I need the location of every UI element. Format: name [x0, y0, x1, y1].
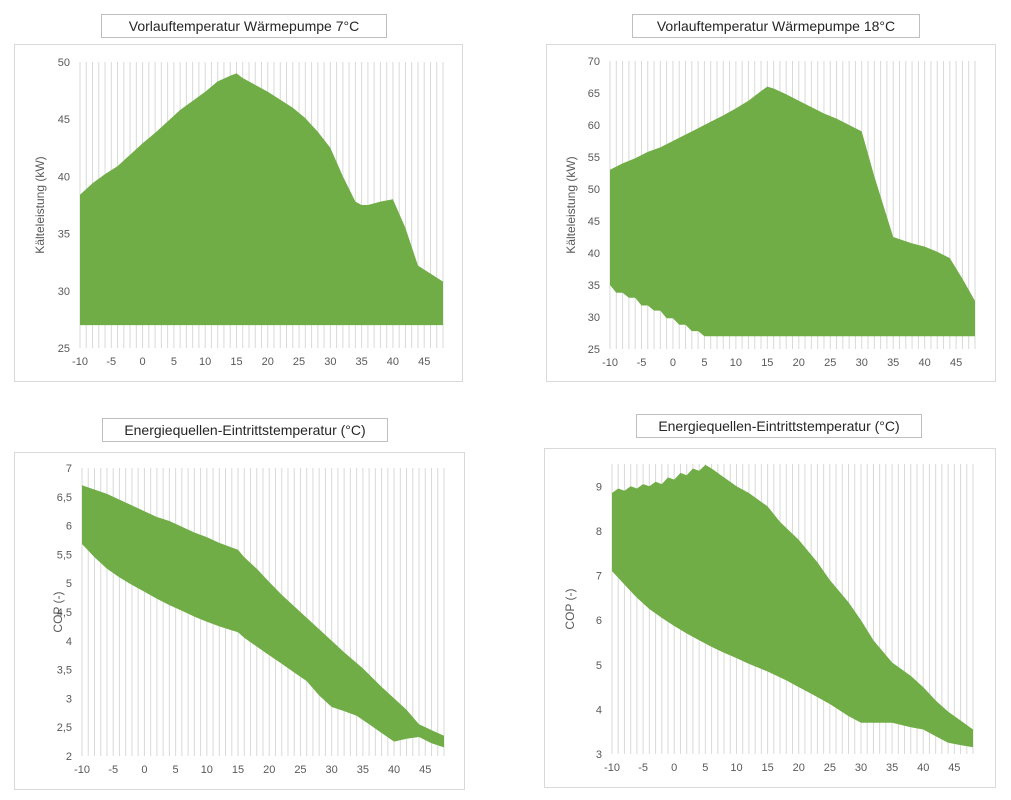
chart-title-bottom-left: Energiequellen-Eintrittstemperatur (°C) [102, 418, 388, 442]
x-tick-label: -10 [602, 357, 618, 369]
y-tick-label: 55 [588, 152, 600, 164]
x-tick-label: 40 [388, 764, 400, 776]
x-tick-label: 10 [730, 762, 742, 774]
y-tick-label: 60 [588, 120, 600, 132]
x-tick-label: 20 [263, 764, 275, 776]
y-tick-label: 40 [588, 248, 600, 260]
x-tick-label: 25 [294, 764, 306, 776]
y-axis-label: Kälteleistung (kW) [33, 156, 47, 253]
x-tick-label: 10 [730, 357, 742, 369]
y-tick-label: 4,5 [57, 607, 72, 619]
x-tick-label: 5 [702, 762, 708, 774]
x-tick-label: 0 [671, 762, 677, 774]
x-tick-label: 25 [824, 762, 836, 774]
y-tick-label: 4 [596, 704, 602, 716]
x-tick-label: 5 [173, 764, 179, 776]
y-tick-label: 5 [66, 578, 72, 590]
x-tick-label: 45 [419, 764, 431, 776]
y-tick-label: 35 [58, 229, 70, 241]
y-tick-label: 50 [58, 57, 70, 69]
x-tick-label: 25 [293, 356, 305, 368]
x-tick-label: 20 [793, 762, 805, 774]
area-band [610, 86, 975, 337]
area-band [80, 73, 443, 326]
y-tick-label: 4 [66, 636, 72, 648]
y-tick-label: 25 [588, 344, 600, 356]
y-axis-label: COP (-) [51, 591, 65, 632]
x-tick-label: 15 [761, 357, 773, 369]
x-tick-label: 40 [919, 357, 931, 369]
x-tick-label: -5 [108, 764, 118, 776]
y-tick-label: 35 [588, 280, 600, 292]
y-tick-label: 6,5 [57, 492, 72, 504]
y-tick-label: 70 [588, 56, 600, 68]
area-band [612, 464, 973, 748]
x-tick-label: 30 [324, 356, 336, 368]
x-tick-label: 5 [171, 356, 177, 368]
x-tick-label: 40 [387, 356, 399, 368]
x-tick-label: 35 [356, 356, 368, 368]
y-tick-label: 6 [66, 521, 72, 533]
x-tick-label: -5 [637, 357, 647, 369]
y-tick-label: 8 [596, 526, 602, 538]
x-tick-label: 20 [793, 357, 805, 369]
y-axis-label: Kälteleistung (kW) [564, 156, 578, 253]
y-tick-label: 3 [596, 749, 602, 761]
x-tick-label: 15 [230, 356, 242, 368]
x-tick-label: 35 [887, 357, 899, 369]
x-tick-label: 0 [141, 764, 147, 776]
chart-title-top-right: Vorlauftemperatur Wärmepumpe 18°C [632, 14, 920, 38]
x-tick-label: 40 [917, 762, 929, 774]
y-tick-label: 5,5 [57, 549, 72, 561]
area-band [82, 485, 444, 748]
y-tick-label: 65 [588, 88, 600, 100]
y-tick-label: 2,5 [57, 722, 72, 734]
y-tick-label: 3 [66, 693, 72, 705]
y-tick-label: 5 [596, 660, 602, 672]
x-tick-label: 30 [326, 764, 338, 776]
x-tick-label: -5 [106, 356, 116, 368]
y-tick-label: 50 [588, 184, 600, 196]
y-tick-label: 3,5 [57, 665, 72, 677]
y-tick-label: 7 [66, 463, 72, 475]
x-tick-label: -5 [638, 762, 648, 774]
x-tick-label: 45 [950, 357, 962, 369]
y-tick-label: 40 [58, 171, 70, 183]
x-tick-label: 15 [232, 764, 244, 776]
y-tick-label: 30 [58, 286, 70, 298]
x-tick-label: 35 [357, 764, 369, 776]
x-tick-label: 0 [670, 357, 676, 369]
y-tick-label: 45 [58, 114, 70, 126]
x-tick-label: 10 [201, 764, 213, 776]
x-tick-label: 30 [855, 762, 867, 774]
x-tick-label: 15 [761, 762, 773, 774]
x-tick-label: 0 [140, 356, 146, 368]
x-tick-label: 30 [856, 357, 868, 369]
y-tick-label: 6 [596, 615, 602, 627]
x-tick-label: 35 [886, 762, 898, 774]
x-tick-label: -10 [74, 764, 90, 776]
y-tick-label: 7 [596, 571, 602, 583]
chart-title-bottom-right: Energiequellen-Eintrittstemperatur (°C) [636, 414, 922, 438]
x-tick-label: 10 [199, 356, 211, 368]
x-tick-label: -10 [72, 356, 88, 368]
x-tick-label: 45 [948, 762, 960, 774]
x-tick-label: 5 [701, 357, 707, 369]
y-axis-label: COP (-) [563, 588, 577, 629]
y-tick-label: 30 [588, 312, 600, 324]
x-tick-label: 20 [262, 356, 274, 368]
x-tick-label: -10 [604, 762, 620, 774]
x-tick-label: 45 [418, 356, 430, 368]
y-tick-label: 9 [596, 481, 602, 493]
y-tick-label: 45 [588, 216, 600, 228]
x-tick-label: 25 [824, 357, 836, 369]
y-tick-label: 25 [58, 343, 70, 355]
chart-title-top-left: Vorlauftemperatur Wärmepumpe 7°C [101, 14, 387, 38]
y-tick-label: 2 [66, 751, 72, 763]
